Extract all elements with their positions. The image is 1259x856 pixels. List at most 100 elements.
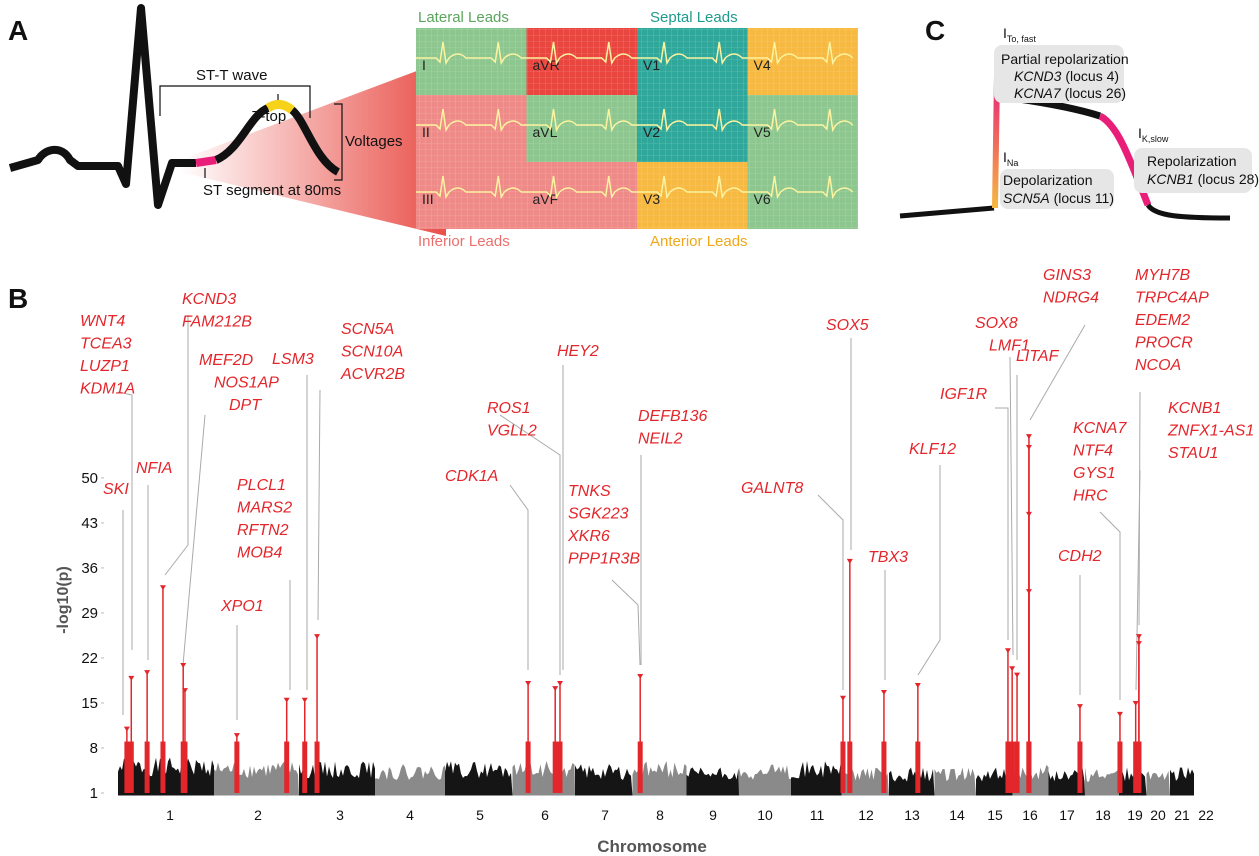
lead-grid: [526, 162, 637, 229]
lead-grid: [416, 95, 527, 162]
lead-name: aVF: [533, 191, 559, 207]
gene-label: NDRG4: [1043, 290, 1099, 307]
x-tick-label: 16: [1022, 807, 1038, 823]
lead-grid: [416, 28, 527, 95]
symbol: I: [1003, 149, 1007, 165]
hit-point: [181, 688, 188, 694]
hit-point: [1132, 700, 1139, 706]
lead-trace: [416, 108, 854, 133]
gene-label: LSM3: [272, 351, 314, 368]
lead-name: I: [422, 57, 426, 73]
leader-line: [509, 484, 529, 670]
y-tick-label: 1: [90, 785, 98, 802]
y-tick-label: 8: [90, 740, 98, 757]
hit: [159, 585, 166, 793]
lead-grid: [747, 28, 858, 95]
hit: [144, 670, 151, 793]
x-tick-label: 12: [858, 807, 874, 823]
hit-point: [839, 695, 846, 701]
lead-name: V1: [643, 57, 660, 73]
ap-trace: [1145, 203, 1231, 221]
leader-line: [1029, 324, 1086, 421]
locus: (locus 11): [1054, 190, 1114, 206]
subscript: K,slow: [1142, 134, 1169, 144]
y-tick-label: 29: [81, 605, 98, 622]
lead-grid: [637, 162, 748, 229]
lead-name: aVR: [533, 57, 560, 73]
ap-trace: [899, 205, 995, 219]
hit-point: [525, 681, 532, 687]
hit-point: [1135, 641, 1142, 647]
leader-line: [182, 414, 206, 666]
gene-label: FAM212B: [182, 314, 252, 331]
label: T-top: [252, 108, 286, 125]
x-tick-label: 18: [1095, 807, 1111, 823]
hit-point: [552, 686, 559, 692]
gene: KCND3: [1014, 68, 1062, 84]
hit: [233, 733, 240, 793]
hit-point: [1135, 634, 1142, 640]
gene: KCNA7: [1014, 85, 1062, 101]
x-tick-label: 7: [601, 807, 609, 823]
gene-label: PLCL1: [237, 477, 286, 494]
lead-group: Septal Leads: [650, 9, 738, 26]
hit-point: [1116, 711, 1123, 717]
lead-group: Inferior Leads: [418, 233, 510, 250]
gene-label: EDEM2: [1135, 312, 1190, 329]
gene-label: SOX8: [975, 315, 1018, 332]
symbol: I: [1138, 125, 1142, 141]
hit-point: [180, 663, 187, 669]
y-tick-label: 50: [81, 470, 98, 487]
gene-label: MARS2: [237, 500, 292, 517]
gene-label: GYS1: [1073, 465, 1116, 482]
hit-point: [1004, 648, 1011, 654]
locus: (locus 26): [1065, 85, 1126, 101]
gene-label: MEF2D: [199, 352, 254, 369]
hit-point: [283, 697, 290, 703]
panel-letter: A: [8, 15, 28, 46]
gene-label: NEIL2: [638, 431, 683, 448]
x-tick-label: 15: [987, 807, 1003, 823]
gene-label: GALNT8: [741, 480, 803, 497]
gene-label: PPP1R3B: [568, 551, 640, 568]
gene-label: ROS1: [487, 400, 531, 417]
leader-line: [117, 391, 133, 650]
locus: (locus 4): [1065, 68, 1119, 84]
background-band: [791, 760, 842, 796]
panel-letter: C: [925, 15, 945, 46]
box: [1000, 169, 1114, 209]
label: ST-T wave: [196, 67, 267, 84]
lead-group: Lateral Leads: [418, 9, 509, 26]
locus: (locus 28): [1198, 171, 1259, 187]
hit-point: [314, 634, 321, 640]
panel-letter: B: [8, 283, 28, 314]
ecg-trace: [8, 4, 196, 209]
gene-label: VGLL2: [487, 423, 537, 440]
background-band: [739, 764, 791, 796]
gene-label: SOX5: [826, 317, 869, 334]
background-band: [1146, 770, 1170, 796]
background-band: [934, 767, 976, 796]
lead-name: V2: [643, 124, 660, 140]
gene-label: MYH7B: [1135, 267, 1190, 284]
hit-point: [1025, 445, 1032, 451]
lead-name: V3: [643, 191, 660, 207]
lead-trace: [416, 175, 854, 200]
hit: [1025, 589, 1032, 793]
gene: SCN5A: [1003, 190, 1050, 206]
gene-label: SCN10A: [341, 344, 403, 361]
leader-line: [164, 315, 189, 576]
hit: [1009, 666, 1016, 793]
hit: [1116, 711, 1123, 793]
x-axis-label: Chromosome: [597, 837, 707, 856]
gene-label: RFTN2: [237, 522, 289, 539]
leader-line: [317, 389, 321, 621]
gene-label: TNKS: [568, 483, 611, 500]
x-tick-label: 13: [904, 807, 920, 823]
gene-label: SCN5A: [341, 321, 394, 338]
background-band: [1119, 767, 1147, 796]
subscript: To, fast: [1007, 34, 1037, 44]
x-tick-label: 4: [406, 807, 414, 823]
hit: [301, 697, 308, 793]
